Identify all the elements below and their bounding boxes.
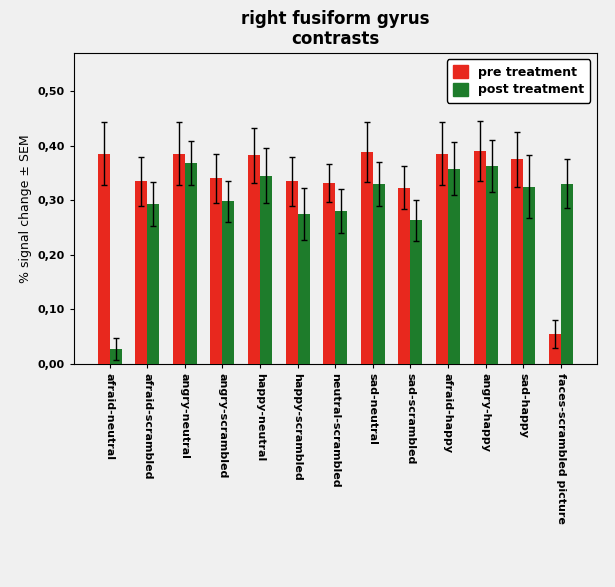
Bar: [361, 152, 373, 364]
Bar: [173, 154, 184, 364]
Bar: [285, 181, 298, 364]
Legend: pre treatment, post treatment: pre treatment, post treatment: [446, 59, 590, 103]
Bar: [98, 154, 109, 364]
Bar: [184, 163, 197, 364]
Bar: [248, 156, 260, 364]
Bar: [335, 211, 347, 364]
Bar: [549, 334, 561, 364]
Bar: [298, 214, 309, 364]
Bar: [260, 176, 272, 364]
Bar: [210, 178, 223, 364]
Bar: [373, 184, 385, 364]
Bar: [511, 159, 523, 364]
Bar: [486, 166, 498, 364]
Bar: [109, 349, 122, 364]
Bar: [147, 204, 159, 364]
Bar: [474, 151, 486, 364]
Bar: [223, 201, 234, 364]
Bar: [135, 181, 147, 364]
Bar: [323, 183, 335, 364]
Bar: [561, 184, 573, 364]
Bar: [436, 154, 448, 364]
Bar: [399, 188, 410, 364]
Bar: [523, 187, 535, 364]
Bar: [448, 168, 460, 364]
Title: right fusiform gyrus
contrasts: right fusiform gyrus contrasts: [241, 10, 429, 49]
Bar: [410, 220, 423, 364]
Y-axis label: % signal change ± SEM: % signal change ± SEM: [19, 134, 32, 283]
